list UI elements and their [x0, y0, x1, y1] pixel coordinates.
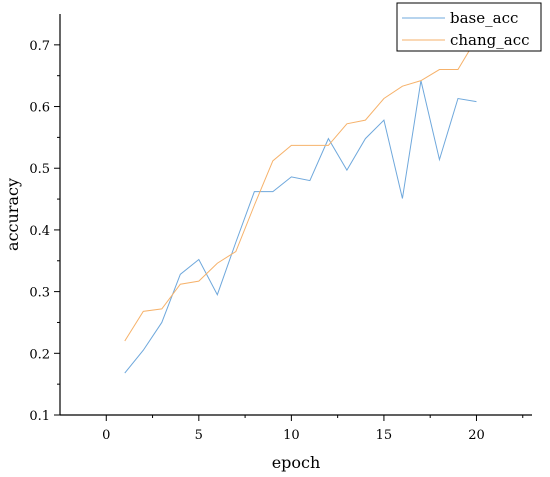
y-tick-label: 0.3 [29, 286, 50, 301]
legend-label: base_acc [450, 9, 518, 27]
x-tick-label: 15 [376, 428, 393, 443]
x-axis-label: epoch [272, 453, 321, 472]
axes: 0 5 10 15 20 0.1 0.2 0.3 0.4 0.5 0.6 0.7 [29, 14, 532, 443]
y-tick-label: 0.5 [29, 162, 50, 177]
y-tick-label: 0.7 [29, 39, 50, 54]
x-tick-label: 10 [283, 428, 300, 443]
legend-label: chang_acc [450, 31, 530, 49]
series-line-chang-acc [124, 38, 477, 342]
legend-box [396, 2, 542, 52]
y-tick-label: 0.1 [29, 409, 50, 424]
legend: base_acc chang_acc [396, 2, 542, 52]
series-line-base-acc [124, 80, 477, 374]
y-axis-label: accuracy [3, 178, 22, 251]
y-tick-label: 0.4 [29, 224, 50, 239]
plot-area [124, 38, 477, 374]
y-tick-label: 0.6 [29, 101, 50, 116]
x-tick-label: 0 [102, 428, 110, 443]
x-tick-label: 5 [195, 428, 203, 443]
y-tick-label: 0.2 [29, 347, 50, 362]
x-tick-label: 20 [468, 428, 485, 443]
